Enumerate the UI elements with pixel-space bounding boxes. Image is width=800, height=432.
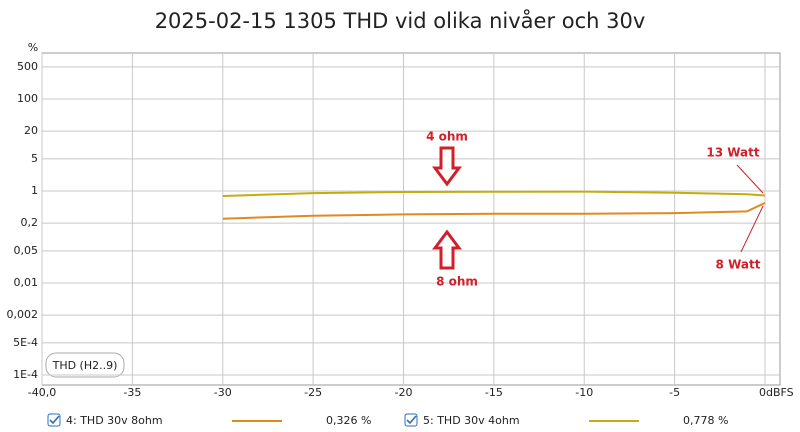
x-tick-label: -35 (123, 386, 141, 399)
x-tick-label: 0dBFS (759, 386, 794, 399)
x-tick-label: -30 (214, 386, 232, 399)
y-tick-label: 1 (31, 184, 38, 197)
series-line (222, 201, 766, 220)
legend-check (406, 415, 417, 425)
y-tick-label: 500 (17, 60, 38, 73)
x-tick-label: -10 (575, 386, 593, 399)
y-tick-label: 5E-4 (13, 336, 38, 349)
annotation: 8 Watt (716, 258, 761, 272)
y-tick-label: 0,2 (21, 216, 39, 229)
y-tick-label: 1E-4 (13, 368, 38, 381)
annotation: 4 ohm (426, 130, 468, 144)
y-tick-label: 100 (17, 92, 38, 105)
y-tick-label: 0,002 (7, 308, 39, 321)
legend-label: 5: THD 30v 4ohm (423, 414, 520, 427)
annotation: 13 Watt (706, 146, 760, 160)
arrows (432, 146, 764, 270)
legend-checkbox[interactable] (404, 413, 418, 427)
x-tick-label: -25 (304, 386, 322, 399)
annotation: 8 ohm (436, 275, 478, 289)
x-tick-label: -5 (669, 386, 680, 399)
y-tick-label: 20 (24, 124, 38, 137)
legend-label: 4: THD 30v 8ohm (66, 414, 163, 427)
measure-button[interactable] (45, 352, 125, 378)
legend-value: 0,326 % (326, 414, 371, 427)
measure-button-label[interactable]: THD (H2..9) (52, 359, 118, 372)
x-tick-label: -20 (395, 386, 413, 399)
y-tick-label: 0,05 (14, 244, 39, 257)
y-tick-label: 0,01 (14, 276, 39, 289)
grid (41, 53, 780, 385)
x-tick-label: -15 (485, 386, 503, 399)
legend-check (49, 415, 60, 425)
y-tick-label: 5 (31, 152, 38, 165)
legend-value: 0,778 % (683, 414, 728, 427)
x-tick-label: -40,0 (28, 386, 56, 399)
series-line (222, 190, 766, 197)
y-unit: % (28, 41, 38, 54)
legend-checkbox[interactable] (47, 413, 61, 427)
chart-title: 2025-02-15 1305 THD vid olika nivåer och… (155, 8, 646, 33)
